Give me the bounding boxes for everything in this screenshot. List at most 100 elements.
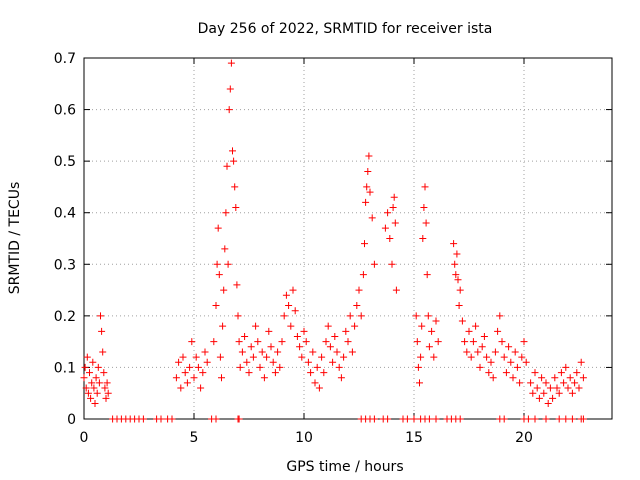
data-point [80, 374, 88, 382]
data-point [231, 183, 239, 191]
data-point [199, 369, 207, 377]
data-point [540, 389, 548, 397]
data-point [560, 379, 568, 387]
data-point [483, 353, 491, 361]
data-point [454, 276, 462, 284]
y-tick-label: 0.1 [54, 360, 76, 376]
data-point [175, 358, 183, 366]
data-point [562, 363, 570, 371]
y-axis-label: SRMTID / TECUs [7, 182, 23, 295]
data-point [94, 363, 102, 371]
data-point [516, 379, 524, 387]
data-point [329, 358, 337, 366]
data-point [269, 358, 277, 366]
data-point [222, 209, 230, 217]
data-point [201, 348, 209, 356]
data-point [192, 353, 200, 361]
data-point [235, 415, 243, 423]
data-point [304, 358, 312, 366]
data-point [298, 353, 306, 361]
data-point [230, 157, 238, 165]
data-point [579, 415, 587, 423]
data-point [224, 260, 232, 268]
data-point [190, 374, 198, 382]
data-point [320, 369, 328, 377]
data-point [384, 415, 392, 423]
data-point [416, 379, 423, 387]
data-point [218, 374, 225, 382]
data-point [81, 363, 89, 371]
data-point [84, 389, 92, 397]
data-point [384, 209, 392, 217]
data-point [353, 302, 361, 310]
data-point [381, 224, 389, 232]
data-point [278, 338, 286, 346]
data-point [220, 286, 228, 294]
data-point [480, 332, 488, 340]
data-point [322, 338, 330, 346]
data-point [311, 379, 319, 387]
x-tick-label: 10 [295, 430, 313, 446]
data-point [309, 348, 317, 356]
data-point [344, 338, 352, 346]
data-point [245, 369, 253, 377]
data-point [89, 358, 97, 366]
data-point [469, 338, 477, 346]
y-tick-label: 0.3 [54, 257, 76, 273]
data-point [533, 384, 541, 392]
data-point [453, 250, 461, 258]
data-point [223, 162, 231, 170]
data-point [363, 183, 371, 191]
data-point [392, 286, 400, 294]
y-tick-label: 0 [67, 412, 76, 428]
data-point [456, 415, 464, 423]
data-point [455, 302, 463, 310]
data-point [562, 415, 570, 423]
data-point [511, 348, 519, 356]
data-point [564, 384, 572, 392]
data-point [553, 384, 561, 392]
data-point [307, 369, 315, 377]
data-point [326, 343, 334, 351]
data-point [571, 379, 579, 387]
data-point [103, 379, 111, 387]
x-axis-label: GPS time / hours [286, 459, 403, 475]
data-point [535, 394, 543, 402]
data-point [425, 343, 433, 351]
data-point [524, 415, 532, 423]
data-point [215, 271, 223, 279]
data-point [247, 343, 255, 351]
data-point [232, 204, 240, 212]
data-point [542, 415, 550, 423]
data-point [348, 348, 356, 356]
data-point [467, 353, 475, 361]
data-point [296, 343, 304, 351]
data-point [291, 307, 299, 315]
data-point [172, 374, 180, 382]
data-point [386, 235, 394, 242]
data-point [370, 260, 378, 268]
data-point [432, 317, 440, 325]
data-point [527, 379, 535, 387]
data-point [333, 348, 341, 356]
data-point [425, 415, 433, 423]
data-point [410, 415, 418, 423]
x-tick-label: 15 [405, 430, 423, 446]
data-point [419, 235, 427, 242]
data-point [183, 379, 191, 387]
data-point [370, 415, 378, 423]
data-point [474, 348, 482, 356]
data-point [551, 374, 559, 382]
points-layer [80, 59, 587, 423]
chart-title: Day 256 of 2022, SRMTID for receiver ist… [198, 21, 493, 37]
y-tick-label: 0.7 [54, 51, 76, 67]
data-point [313, 363, 321, 371]
data-point [403, 415, 411, 423]
data-point [451, 260, 459, 268]
data-point [88, 379, 96, 387]
x-tick-label: 20 [515, 430, 533, 446]
data-point [546, 384, 554, 392]
data-point [86, 369, 93, 377]
data-point [221, 245, 229, 253]
data-point [302, 338, 310, 346]
